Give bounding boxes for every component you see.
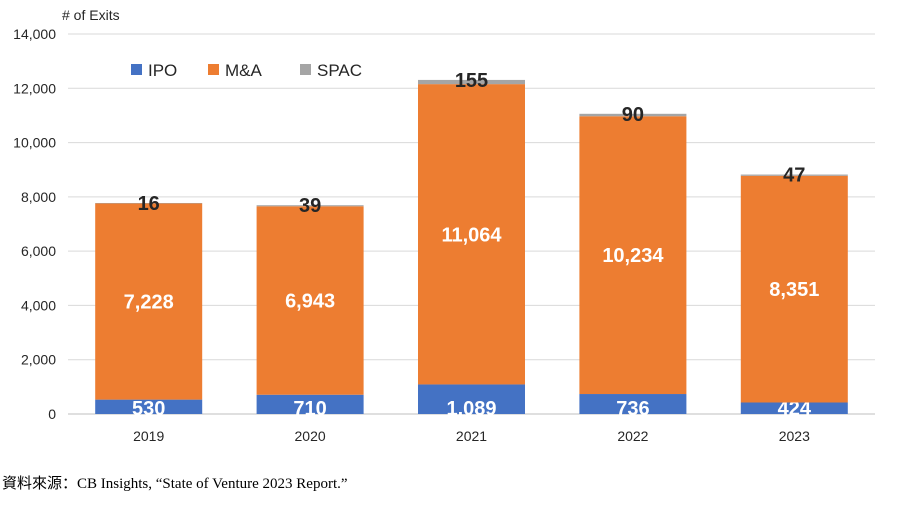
data-label: 736	[616, 398, 649, 420]
data-label: 90	[622, 104, 644, 126]
x-tick-label: 2019	[133, 428, 164, 444]
legend-label: IPO	[148, 61, 177, 80]
bar-ma-2019	[95, 203, 203, 400]
bar-ma-2022	[579, 116, 687, 395]
y-tick-label: 10,000	[13, 135, 56, 151]
bar-ma-2020	[256, 206, 364, 395]
y-tick-label: 8,000	[21, 189, 56, 205]
bar-ma-2021	[418, 84, 525, 385]
y-axis-label: # of Exits	[62, 7, 120, 23]
y-tick-label: 2,000	[21, 352, 56, 368]
x-tick-label: 2021	[456, 428, 487, 444]
bar-spac-2021	[418, 79, 525, 85]
legend-label: M&A	[225, 61, 263, 80]
bar-spac-2019	[95, 202, 203, 204]
legend-swatch	[131, 64, 142, 75]
bars: 530 7,228 16 710 6,943 39 1,089 11,064 155 736 10,…	[95, 70, 848, 420]
data-label: 530	[132, 398, 165, 420]
data-label: 47	[783, 165, 805, 187]
x-tick-label: 2023	[779, 428, 810, 444]
data-label: 10,234	[602, 245, 664, 267]
bar-ipo-2022	[579, 394, 687, 414]
bar-ipo-2021	[418, 384, 525, 414]
bar-spac-2022	[579, 113, 687, 117]
bar-ipo-2020	[256, 394, 364, 414]
data-label: 39	[299, 195, 321, 217]
data-label: 16	[138, 193, 160, 215]
x-tick-label: 2022	[617, 428, 648, 444]
data-label: 7,228	[124, 292, 174, 314]
data-label: 710	[293, 398, 326, 420]
legend: IPO M&A SPAC	[131, 61, 362, 80]
stacked-bar-chart: 02,0004,0006,0008,00010,00012,00014,000 …	[13, 7, 875, 444]
bar-ma-2023	[740, 175, 848, 403]
bar-spac-2023	[740, 174, 848, 176]
legend-swatch	[300, 64, 311, 75]
data-label: 155	[455, 70, 488, 92]
y-tick-label: 6,000	[21, 243, 56, 259]
y-tick-label: 14,000	[13, 26, 56, 42]
y-axis: 0 2,000 4,000 6,000 8,000 10,000 12,000 14,000	[13, 26, 56, 422]
data-label: 11,064	[441, 224, 502, 246]
bar-ipo-2023	[740, 402, 848, 414]
data-label: 6,943	[285, 291, 335, 313]
bar-ipo-2019	[95, 399, 203, 414]
legend-swatch	[208, 64, 219, 75]
data-label: 8,351	[769, 279, 819, 301]
data-label: 1,089	[446, 398, 496, 420]
y-tick-label: 12,000	[13, 80, 56, 96]
bar-spac-2020	[256, 205, 364, 207]
y-tick-label: 4,000	[21, 297, 56, 313]
x-tick-label: 2020	[295, 428, 326, 444]
legend-label: SPAC	[317, 61, 362, 80]
y-tick-label: 0	[48, 406, 56, 422]
data-label: 424	[778, 398, 812, 420]
x-axis: 2019 2020 2021 2022 2023	[133, 428, 810, 444]
source-note: 資料來源：CB Insights, “State of Venture 2023…	[2, 476, 348, 492]
